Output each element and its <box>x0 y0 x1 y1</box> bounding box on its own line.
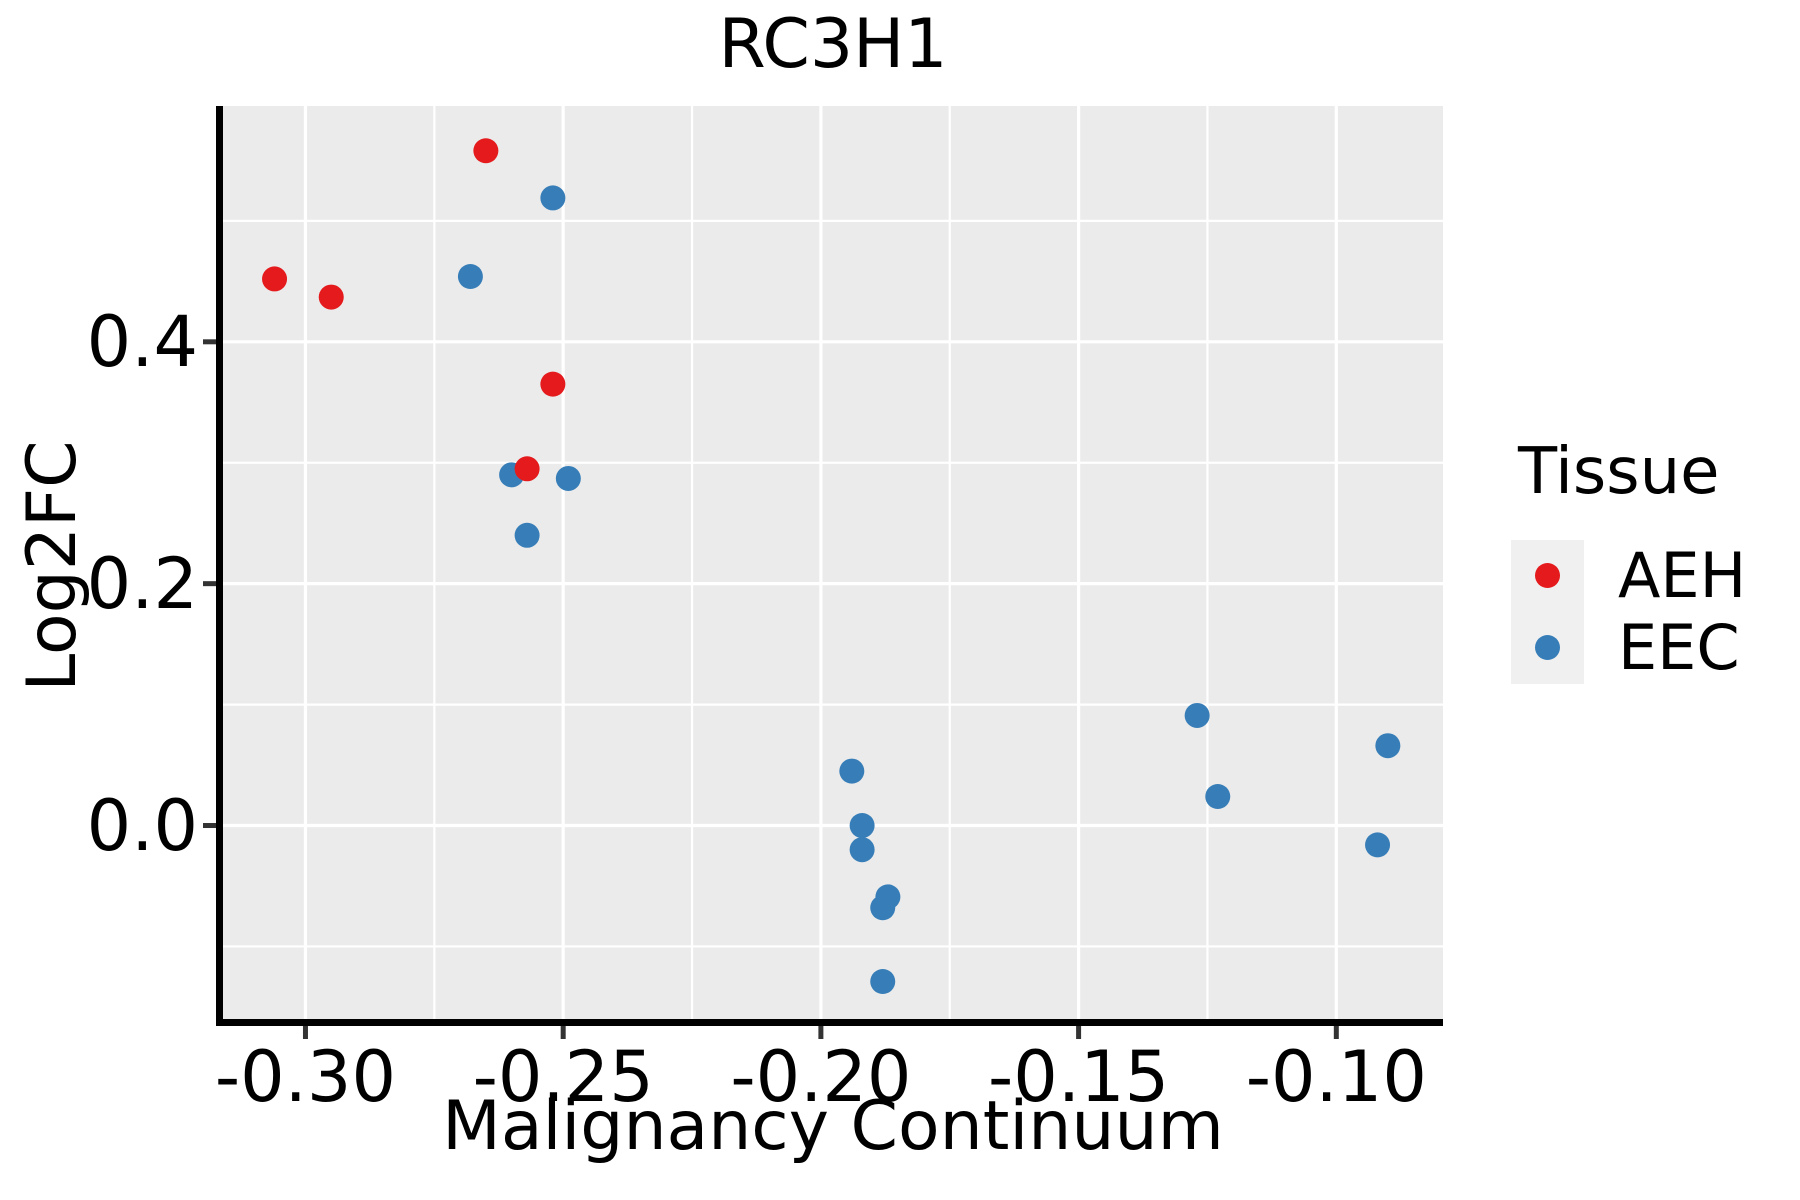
y-tick-mark <box>203 339 216 345</box>
data-point-eec <box>457 264 483 290</box>
data-point-eec <box>849 813 875 839</box>
legend-title: Tissue <box>1518 435 1720 509</box>
x-tick-mark <box>818 1026 824 1039</box>
x-axis-spine <box>216 1019 1443 1026</box>
x-tick-label: -0.20 <box>730 1036 912 1118</box>
x-axis-label: Malignancy Continuum <box>442 1087 1224 1166</box>
data-point-aeh <box>318 284 344 310</box>
y-tick-mark <box>203 823 216 829</box>
data-point-eec <box>514 522 540 548</box>
x-tick-label: -0.10 <box>1245 1036 1427 1118</box>
data-point-eec <box>870 969 896 995</box>
x-tick-label: -0.30 <box>214 1036 397 1118</box>
data-point-eec <box>555 465 581 491</box>
data-point-eec <box>870 895 896 921</box>
x-tick-label: -0.25 <box>472 1036 654 1118</box>
x-tick-label: -0.15 <box>988 1036 1170 1118</box>
plot-title: RC3H1 <box>718 5 948 84</box>
legend-key-eec <box>1511 611 1584 684</box>
legend-label-eec: EEC <box>1618 611 1740 685</box>
legend: Tissue AEH EEC <box>1511 435 1747 685</box>
data-point-eec <box>540 185 566 211</box>
data-point-eec <box>839 758 865 784</box>
data-point-eec <box>1365 832 1391 858</box>
y-tick-label: 0.2 <box>86 542 198 625</box>
data-point-aeh <box>262 266 288 292</box>
eec-dot-icon <box>1535 635 1560 661</box>
data-point-eec <box>1205 783 1231 809</box>
data-point-eec <box>1375 733 1401 759</box>
x-tick-mark <box>1076 1026 1082 1039</box>
y-tick-label: 0.4 <box>86 300 198 383</box>
legend-keys: AEH EEC <box>1511 539 1747 685</box>
data-point-aeh <box>514 456 540 482</box>
plot-panel <box>223 106 1443 1019</box>
y-axis-spine <box>216 106 223 1026</box>
legend-label-aeh: AEH <box>1618 539 1747 613</box>
y-tick-mark <box>203 581 216 587</box>
legend-row-eec: EEC <box>1511 611 1746 685</box>
data-point-eec <box>1184 702 1210 728</box>
x-tick-mark <box>560 1026 566 1039</box>
aeh-dot-icon <box>1535 563 1560 589</box>
x-tick-mark <box>302 1026 308 1039</box>
legend-row-aeh: AEH <box>1511 539 1747 613</box>
data-point-eec <box>849 837 875 863</box>
x-tick-mark <box>1333 1026 1339 1039</box>
data-point-aeh <box>540 371 566 397</box>
y-tick-label: 0.0 <box>86 784 198 867</box>
legend-key-aeh <box>1511 539 1584 612</box>
data-point-aeh <box>473 138 499 164</box>
